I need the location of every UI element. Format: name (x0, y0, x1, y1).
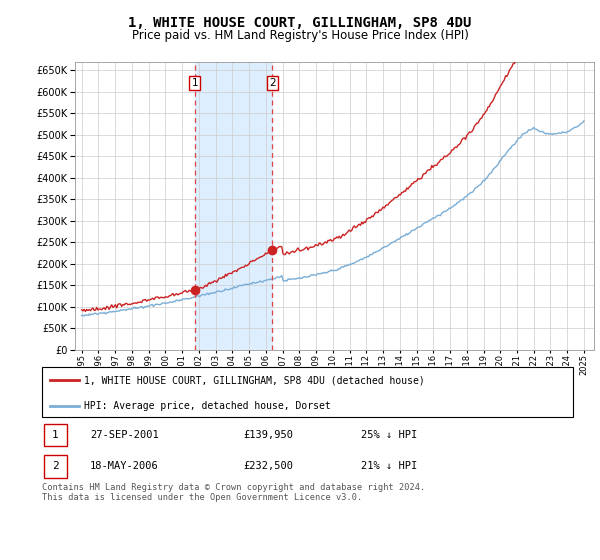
Text: 21% ↓ HPI: 21% ↓ HPI (361, 461, 417, 472)
Text: 1, WHITE HOUSE COURT, GILLINGHAM, SP8 4DU: 1, WHITE HOUSE COURT, GILLINGHAM, SP8 4D… (128, 16, 472, 30)
Text: HPI: Average price, detached house, Dorset: HPI: Average price, detached house, Dors… (85, 400, 331, 410)
Text: 1, WHITE HOUSE COURT, GILLINGHAM, SP8 4DU (detached house): 1, WHITE HOUSE COURT, GILLINGHAM, SP8 4D… (85, 375, 425, 385)
Text: £232,500: £232,500 (244, 461, 294, 472)
Bar (44, 424, 67, 446)
Text: 18-MAY-2006: 18-MAY-2006 (90, 461, 158, 472)
Text: 1: 1 (52, 430, 59, 440)
Text: £139,950: £139,950 (244, 430, 294, 440)
Text: 1: 1 (191, 78, 198, 88)
Text: Price paid vs. HM Land Registry's House Price Index (HPI): Price paid vs. HM Land Registry's House … (131, 29, 469, 42)
Bar (44, 455, 67, 478)
Bar (195, 62, 272, 350)
Text: Contains HM Land Registry data © Crown copyright and database right 2024.
This d: Contains HM Land Registry data © Crown c… (42, 483, 425, 502)
Text: 2: 2 (52, 461, 59, 472)
Text: 2: 2 (269, 78, 275, 88)
Text: 25% ↓ HPI: 25% ↓ HPI (361, 430, 417, 440)
Text: 27-SEP-2001: 27-SEP-2001 (90, 430, 158, 440)
